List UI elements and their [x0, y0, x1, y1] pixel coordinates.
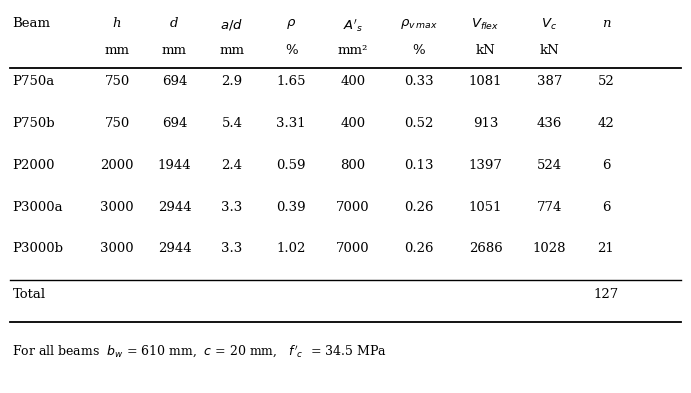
Text: 750: 750 [104, 75, 130, 88]
Text: 127: 127 [594, 288, 618, 301]
Text: 400: 400 [341, 117, 366, 130]
Text: 750: 750 [104, 117, 130, 130]
Text: $a/d$: $a/d$ [220, 17, 243, 32]
Text: $V_c$: $V_c$ [541, 17, 557, 32]
Text: 436: 436 [536, 117, 562, 130]
Text: 1028: 1028 [533, 242, 566, 255]
Text: 5.4: 5.4 [221, 117, 243, 130]
Text: 6: 6 [602, 201, 610, 214]
Text: d: d [170, 17, 179, 30]
Text: 52: 52 [598, 75, 614, 88]
Text: mm: mm [162, 44, 187, 57]
Text: 0.13: 0.13 [404, 159, 433, 172]
Text: Total: Total [12, 288, 46, 301]
Text: 1.65: 1.65 [276, 75, 306, 88]
Text: 1.02: 1.02 [276, 242, 306, 255]
Text: %: % [412, 44, 425, 57]
Text: P750a: P750a [12, 75, 55, 88]
Text: n: n [602, 17, 610, 30]
Text: mm²: mm² [338, 44, 368, 57]
Text: 0.39: 0.39 [276, 201, 306, 214]
Text: mm: mm [104, 44, 129, 57]
Text: 387: 387 [536, 75, 562, 88]
Text: 0.26: 0.26 [404, 201, 433, 214]
Text: For all beams  $b_w$ = 610 mm,  $c$ = 20 mm,   $f'_c$  = 34.5 MPa: For all beams $b_w$ = 610 mm, $c$ = 20 m… [12, 343, 387, 359]
Text: 1397: 1397 [468, 159, 502, 172]
Text: 2944: 2944 [158, 242, 191, 255]
Text: 2.4: 2.4 [221, 159, 243, 172]
Text: 3.31: 3.31 [276, 117, 306, 130]
Text: $\rho$: $\rho$ [286, 17, 296, 31]
Text: 6: 6 [602, 159, 610, 172]
Text: 694: 694 [162, 117, 187, 130]
Text: $A'_s$: $A'_s$ [343, 17, 363, 33]
Text: 0.33: 0.33 [404, 75, 433, 88]
Text: %: % [285, 44, 297, 57]
Text: 2000: 2000 [100, 159, 134, 172]
Text: 7000: 7000 [337, 242, 370, 255]
Text: kN: kN [540, 44, 559, 57]
Text: 2944: 2944 [158, 201, 191, 214]
Text: 694: 694 [162, 75, 187, 88]
Text: h: h [113, 17, 121, 30]
Text: 2.9: 2.9 [221, 75, 243, 88]
Text: 42: 42 [598, 117, 614, 130]
Text: mm: mm [220, 44, 245, 57]
Text: 3.3: 3.3 [221, 242, 243, 255]
Text: P3000b: P3000b [12, 242, 64, 255]
Text: 913: 913 [473, 117, 498, 130]
Text: P2000: P2000 [12, 159, 55, 172]
Text: 1051: 1051 [468, 201, 502, 214]
Text: 0.59: 0.59 [276, 159, 306, 172]
Text: 3.3: 3.3 [221, 201, 243, 214]
Text: 3000: 3000 [100, 201, 134, 214]
Text: 7000: 7000 [337, 201, 370, 214]
Text: 774: 774 [536, 201, 562, 214]
Text: 524: 524 [537, 159, 562, 172]
Text: P750b: P750b [12, 117, 55, 130]
Text: 1944: 1944 [158, 159, 191, 172]
Text: 800: 800 [341, 159, 366, 172]
Text: $V_{flex}$: $V_{flex}$ [471, 17, 500, 32]
Text: 0.26: 0.26 [404, 242, 433, 255]
Text: 3000: 3000 [100, 242, 134, 255]
Text: P3000a: P3000a [12, 201, 63, 214]
Text: 2686: 2686 [468, 242, 502, 255]
Text: 1081: 1081 [468, 75, 502, 88]
Text: 400: 400 [341, 75, 366, 88]
Text: 0.52: 0.52 [404, 117, 433, 130]
Text: $\rho_{v\,max}$: $\rho_{v\,max}$ [399, 17, 437, 31]
Text: kN: kN [475, 44, 495, 57]
Text: 21: 21 [598, 242, 614, 255]
Text: Beam: Beam [12, 17, 50, 30]
